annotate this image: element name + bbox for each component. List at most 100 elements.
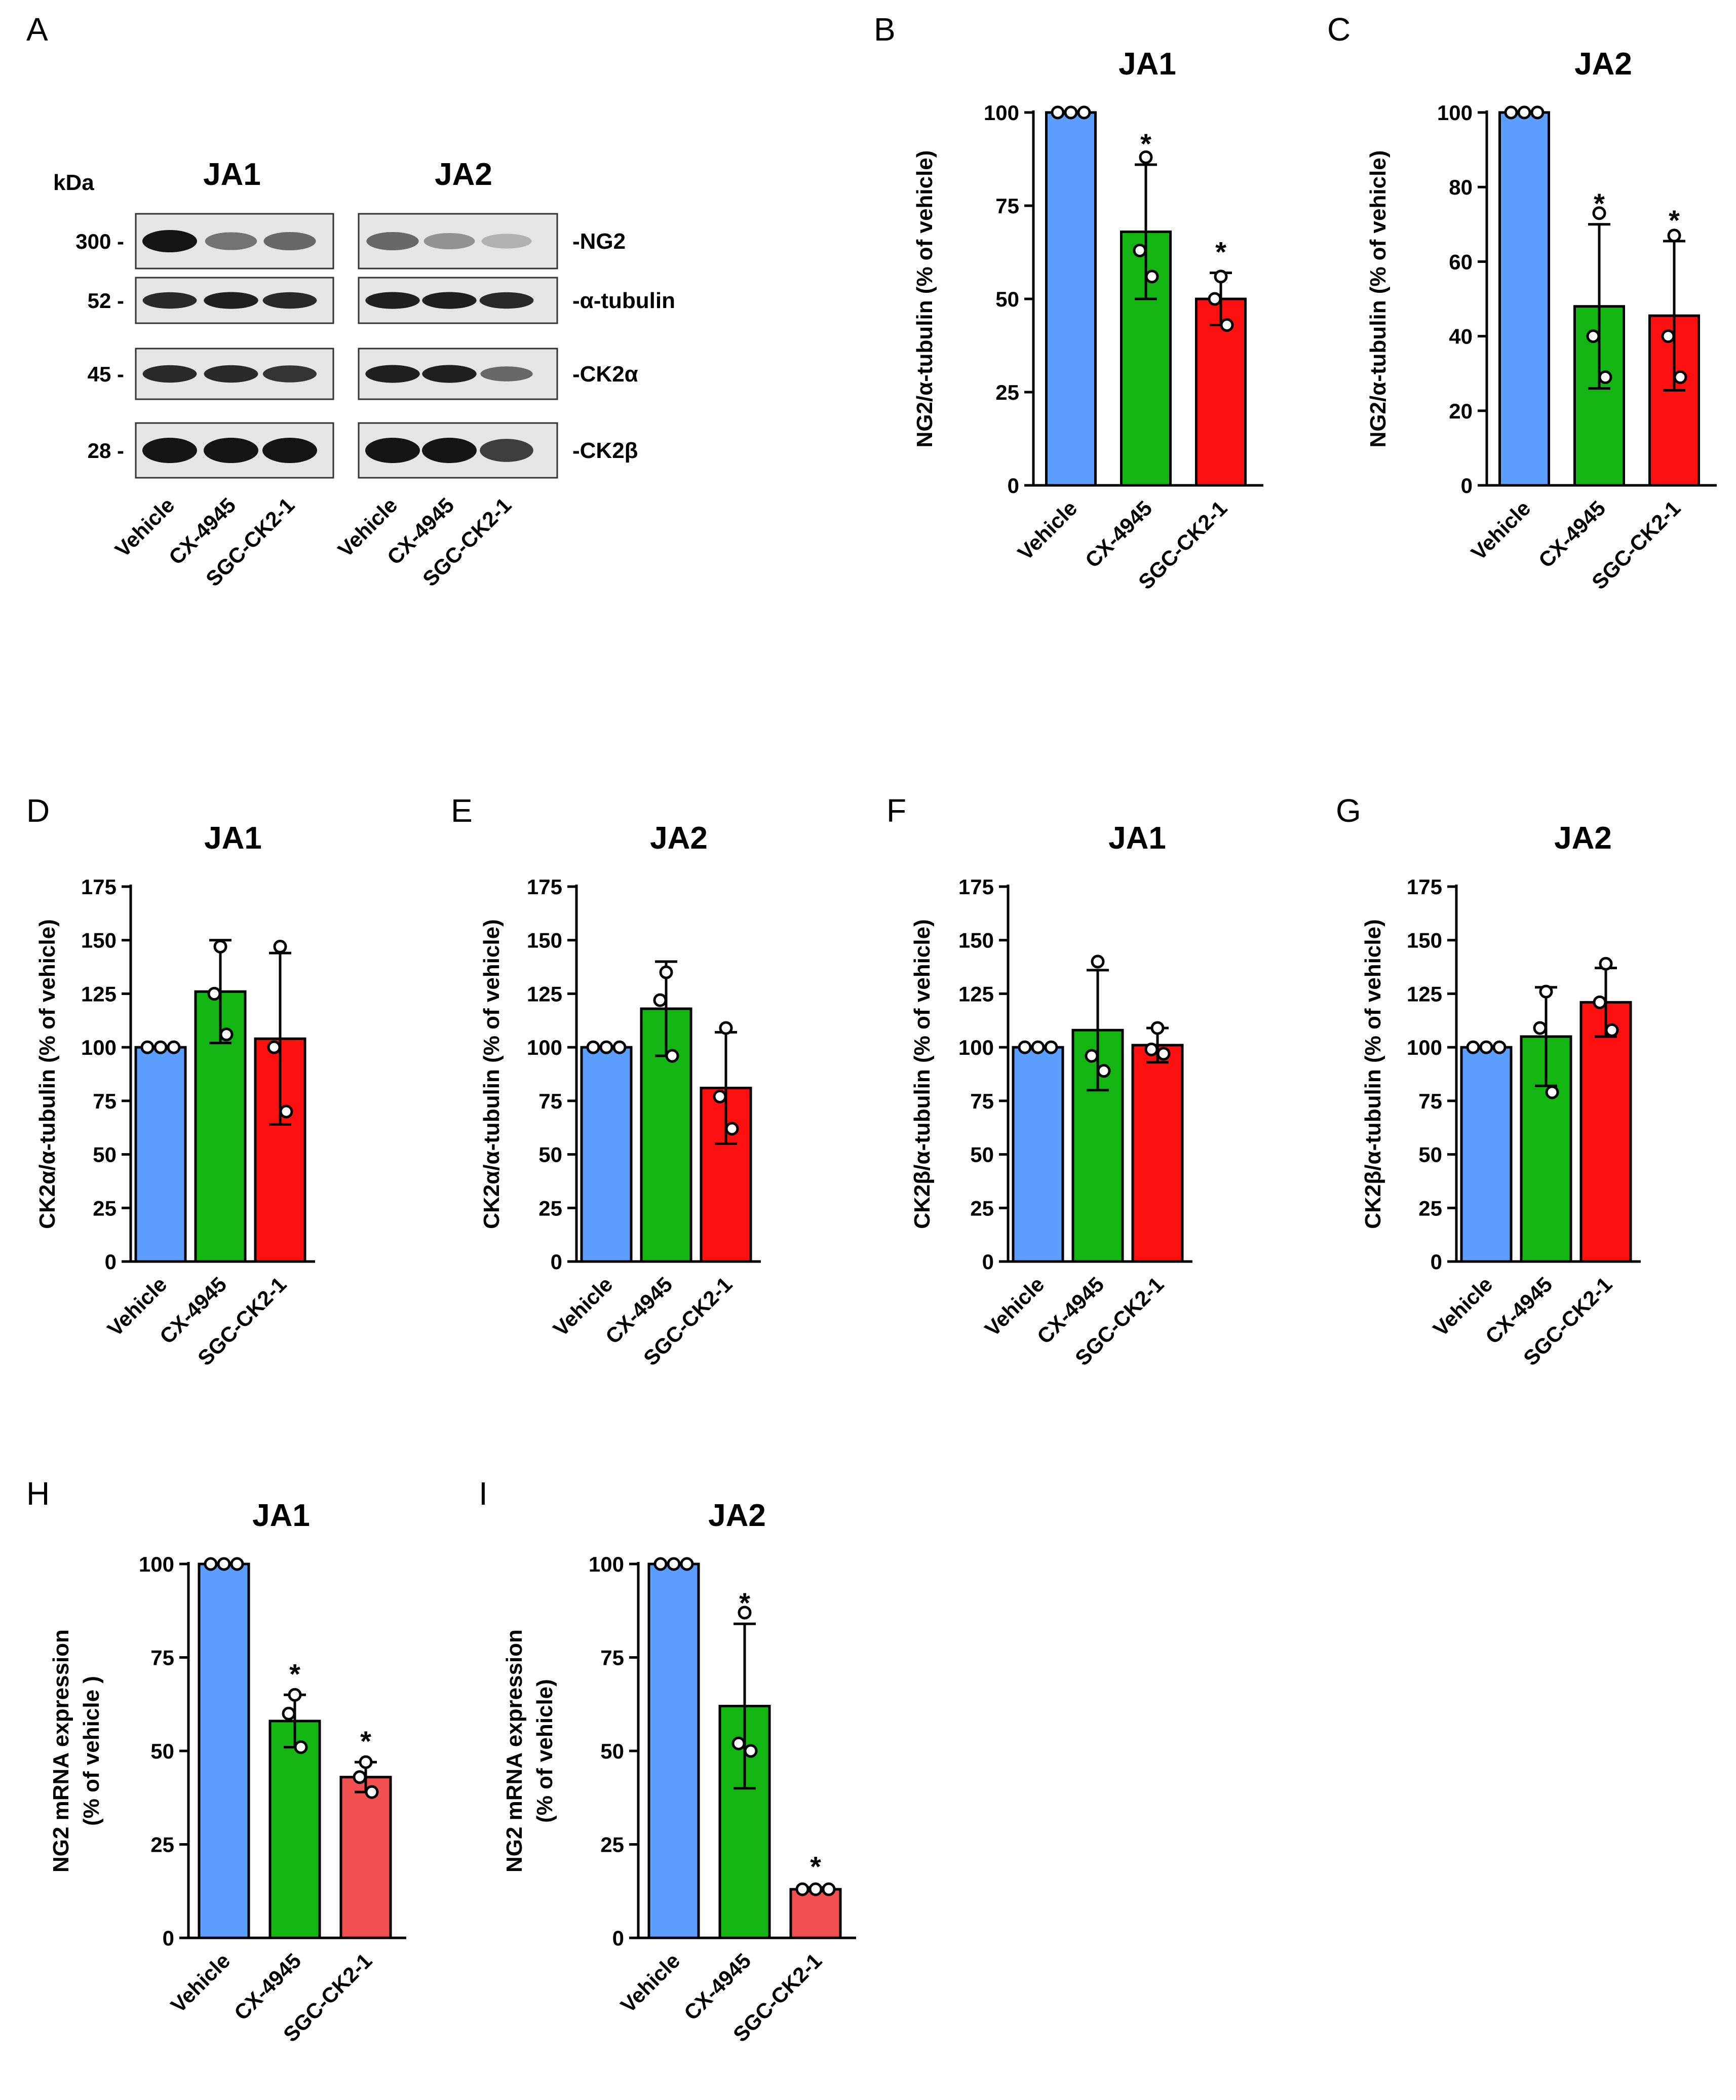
y-tick-label: 80	[1449, 175, 1473, 199]
data-point	[1545, 1085, 1559, 1099]
bar-sgc-ck2-1	[789, 1888, 842, 1939]
significance-marker: *	[810, 1850, 821, 1882]
y-axis-label: NG2/α-tubulin (% of vehicle)	[1366, 150, 1391, 448]
bar-sgc-ck2-1	[1648, 314, 1700, 487]
data-point	[359, 1755, 373, 1769]
data-point	[267, 1040, 281, 1054]
bar-cx-4945	[1520, 1035, 1572, 1263]
data-point	[1492, 1040, 1507, 1054]
data-point	[667, 1557, 681, 1571]
y-tick-label: 0	[982, 1250, 994, 1274]
bar-sgc-ck2-1	[1195, 297, 1247, 487]
bar-vehicle	[198, 1562, 250, 1939]
significance-marker: *	[1140, 128, 1151, 160]
data-point	[795, 1882, 809, 1896]
data-point	[1539, 984, 1553, 999]
blot-band	[142, 365, 197, 383]
data-point	[1220, 318, 1234, 332]
bar-vehicle	[647, 1562, 700, 1939]
x-tick-label: CX-4945	[679, 1949, 755, 2025]
chart-I: I JA2 NG2 mRNA expression (% of vehicle) 0 25…	[479, 1475, 856, 2046]
chart-title: JA1	[1108, 821, 1166, 856]
data-point	[738, 1606, 752, 1620]
y-tick-label: 100	[1437, 101, 1473, 125]
y-tick-label: 125	[1407, 982, 1442, 1006]
blot-band	[479, 292, 534, 309]
data-point	[744, 1744, 758, 1758]
chart-title: JA1	[252, 1498, 310, 1533]
chart-G: G JA2 CK2β/α-tubulin (% of vehicle) 0 25 50 75…	[1336, 792, 1641, 1370]
group-label: JA1	[203, 157, 261, 192]
chart-title: JA2	[1554, 821, 1612, 856]
data-point	[353, 1770, 367, 1784]
blot-band	[262, 365, 317, 383]
data-point	[140, 1040, 155, 1054]
y-tick-label: 75	[970, 1089, 994, 1113]
y-tick-label: 0	[105, 1250, 117, 1274]
data-point	[279, 1104, 293, 1119]
x-tick-label: Vehicle	[1467, 496, 1535, 565]
significance-marker: *	[1215, 236, 1226, 268]
y-tick-label: 40	[1449, 325, 1473, 349]
y-tick-label: 75	[150, 1646, 174, 1670]
chart-title: JA2	[1574, 47, 1632, 82]
data-point	[288, 1688, 302, 1702]
blot-band	[422, 438, 477, 463]
data-point	[586, 1040, 600, 1054]
blot-band	[262, 292, 317, 309]
y-tick-label: 0	[551, 1250, 562, 1274]
data-point	[822, 1882, 836, 1896]
data-point	[1673, 370, 1687, 385]
group-label: JA2	[435, 157, 492, 192]
y-tick-label: 50	[1418, 1143, 1442, 1167]
data-point	[167, 1040, 181, 1054]
x-tick-label: CX-4945	[1081, 496, 1156, 572]
data-point	[1586, 329, 1600, 343]
panel-letter: C	[1327, 11, 1351, 48]
data-point	[1479, 1040, 1493, 1054]
y-tick-label: 25	[970, 1196, 994, 1220]
data-point	[665, 1049, 679, 1063]
y-axis-label: CK2α/α-tubulin (% of vehicle)	[479, 919, 504, 1229]
y-tick-label: 50	[970, 1143, 994, 1167]
data-point	[1064, 105, 1078, 120]
significance-marker: *	[739, 1587, 750, 1619]
blot-band	[365, 438, 420, 463]
y-tick-label: 25	[150, 1833, 174, 1857]
data-point	[1139, 150, 1153, 164]
data-point	[1661, 329, 1675, 343]
data-point	[1667, 228, 1681, 243]
data-point	[1156, 1047, 1171, 1061]
data-point	[1133, 243, 1147, 257]
y-tick-label: 175	[1407, 875, 1442, 899]
y-tick-label: 0	[1008, 474, 1019, 498]
bar-vehicle	[1460, 1046, 1513, 1263]
panel-letter: F	[886, 792, 906, 829]
chart-C: C JA2 NG2/α-tubulin (% of vehicle) 0 20 40 60 8…	[1327, 11, 1717, 594]
protein-label: -CK2β	[572, 438, 638, 463]
y-tick-label: 75	[995, 194, 1019, 218]
bar-cx-4945	[268, 1720, 321, 1939]
chart-E: E JA2 CK2α/α-tubulin (% of vehicle) 0 25 50 75…	[451, 792, 761, 1370]
y-tick-label: 60	[1449, 250, 1473, 274]
chart-title: JA2	[708, 1498, 766, 1533]
data-point	[1466, 1040, 1480, 1054]
kda-marker: 45 -	[88, 362, 124, 386]
y-tick-label: 20	[1449, 399, 1473, 423]
x-tick-label: Vehicle	[1013, 496, 1082, 565]
blot-band	[481, 234, 532, 249]
significance-marker: *	[1594, 187, 1605, 219]
blot-band	[204, 292, 258, 309]
data-point	[1018, 1040, 1032, 1054]
y-tick-label: 75	[600, 1646, 624, 1670]
data-point	[1044, 1040, 1058, 1054]
protein-label: -NG2	[572, 229, 626, 254]
data-point	[1517, 105, 1531, 120]
data-point	[680, 1557, 694, 1571]
y-tick-label: 75	[1418, 1089, 1442, 1113]
y-tick-label: 75	[538, 1089, 562, 1113]
y-tick-label: 0	[612, 1926, 624, 1950]
y-axis-label: NG2 mRNA expression	[49, 1629, 73, 1873]
panel-letter: G	[1336, 792, 1361, 829]
